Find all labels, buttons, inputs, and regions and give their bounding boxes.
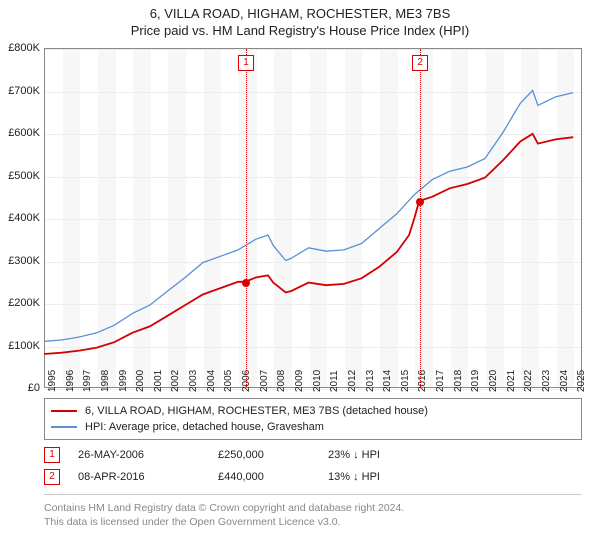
- x-tick-label: 2011: [329, 370, 340, 392]
- x-tick-label: 1999: [118, 370, 129, 392]
- y-tick-label: £100K: [0, 340, 40, 352]
- chart-title-line2: Price paid vs. HM Land Registry's House …: [0, 23, 600, 38]
- x-tick-label: 2000: [135, 370, 146, 392]
- chart: 12 1995199619971998199920002001200220032…: [44, 48, 582, 388]
- x-tick-label: 2001: [153, 370, 164, 392]
- x-tick-label: 2006: [241, 370, 252, 392]
- sale-row-marker: 1: [44, 447, 60, 463]
- x-tick-label: 1995: [47, 370, 58, 392]
- x-tick-label: 2009: [294, 370, 305, 392]
- series-price_paid: [44, 134, 573, 354]
- x-tick-label: 2014: [382, 370, 393, 392]
- sales-table: 1 26-MAY-2006£250,00023% ↓ HPI 2 08-APR-201…: [44, 444, 582, 488]
- legend-row: HPI: Average price, detached house, Grav…: [51, 419, 575, 435]
- x-tick-label: 2019: [470, 370, 481, 392]
- x-tick-label: 2020: [488, 370, 499, 392]
- x-tick-label: 2008: [276, 370, 287, 392]
- chart-title-line1: 6, VILLA ROAD, HIGHAM, ROCHESTER, ME3 7B…: [0, 6, 600, 21]
- sale-row-diff: 23% ↓ HPI: [328, 449, 448, 461]
- footer-line1: Contains HM Land Registry data © Crown c…: [44, 501, 582, 515]
- x-tick-label: 2025: [576, 370, 587, 392]
- sale-row: 1 26-MAY-2006£250,00023% ↓ HPI: [44, 444, 582, 466]
- y-tick-label: £0: [0, 382, 40, 394]
- legend: 6, VILLA ROAD, HIGHAM, ROCHESTER, ME3 7B…: [44, 398, 582, 440]
- x-tick-label: 1996: [65, 370, 76, 392]
- x-tick-label: 2005: [223, 370, 234, 392]
- y-tick-label: £300K: [0, 255, 40, 267]
- x-tick-label: 2013: [365, 370, 376, 392]
- sale-row-marker: 2: [44, 469, 60, 485]
- x-tick-label: 2024: [559, 370, 570, 392]
- x-tick-label: 2018: [453, 370, 464, 392]
- x-tick-label: 2002: [170, 370, 181, 392]
- x-tick-label: 2016: [417, 370, 428, 392]
- x-tick-label: 2003: [188, 370, 199, 392]
- y-tick-label: £200K: [0, 297, 40, 309]
- y-tick-label: £600K: [0, 127, 40, 139]
- x-tick-label: 2007: [259, 370, 270, 392]
- x-tick-label: 1998: [100, 370, 111, 392]
- sale-row-price: £440,000: [218, 471, 328, 483]
- x-tick-label: 2010: [312, 370, 323, 392]
- y-tick-label: £700K: [0, 85, 40, 97]
- legend-label: HPI: Average price, detached house, Grav…: [85, 421, 324, 433]
- x-tick-label: 2022: [523, 370, 534, 392]
- x-tick-label: 2023: [541, 370, 552, 392]
- footer-line2: This data is licensed under the Open Gov…: [44, 515, 582, 529]
- y-tick-label: £500K: [0, 170, 40, 182]
- y-tick-label: £800K: [0, 42, 40, 54]
- series-hpi: [44, 91, 573, 342]
- footer: Contains HM Land Registry data © Crown c…: [44, 494, 582, 529]
- x-tick-label: 2004: [206, 370, 217, 392]
- legend-swatch: [51, 410, 77, 412]
- sale-row: 2 08-APR-2016£440,00013% ↓ HPI: [44, 466, 582, 488]
- sale-row-diff: 13% ↓ HPI: [328, 471, 448, 483]
- x-tick-label: 2012: [347, 370, 358, 392]
- y-tick-label: £400K: [0, 212, 40, 224]
- sale-row-price: £250,000: [218, 449, 328, 461]
- legend-row: 6, VILLA ROAD, HIGHAM, ROCHESTER, ME3 7B…: [51, 403, 575, 419]
- x-tick-label: 2017: [435, 370, 446, 392]
- x-tick-label: 2015: [400, 370, 411, 392]
- sale-row-date: 08-APR-2016: [78, 471, 218, 483]
- x-tick-label: 2021: [506, 370, 517, 392]
- legend-swatch: [51, 426, 77, 428]
- sale-row-date: 26-MAY-2006: [78, 449, 218, 461]
- legend-label: 6, VILLA ROAD, HIGHAM, ROCHESTER, ME3 7B…: [85, 405, 428, 417]
- x-tick-label: 1997: [82, 370, 93, 392]
